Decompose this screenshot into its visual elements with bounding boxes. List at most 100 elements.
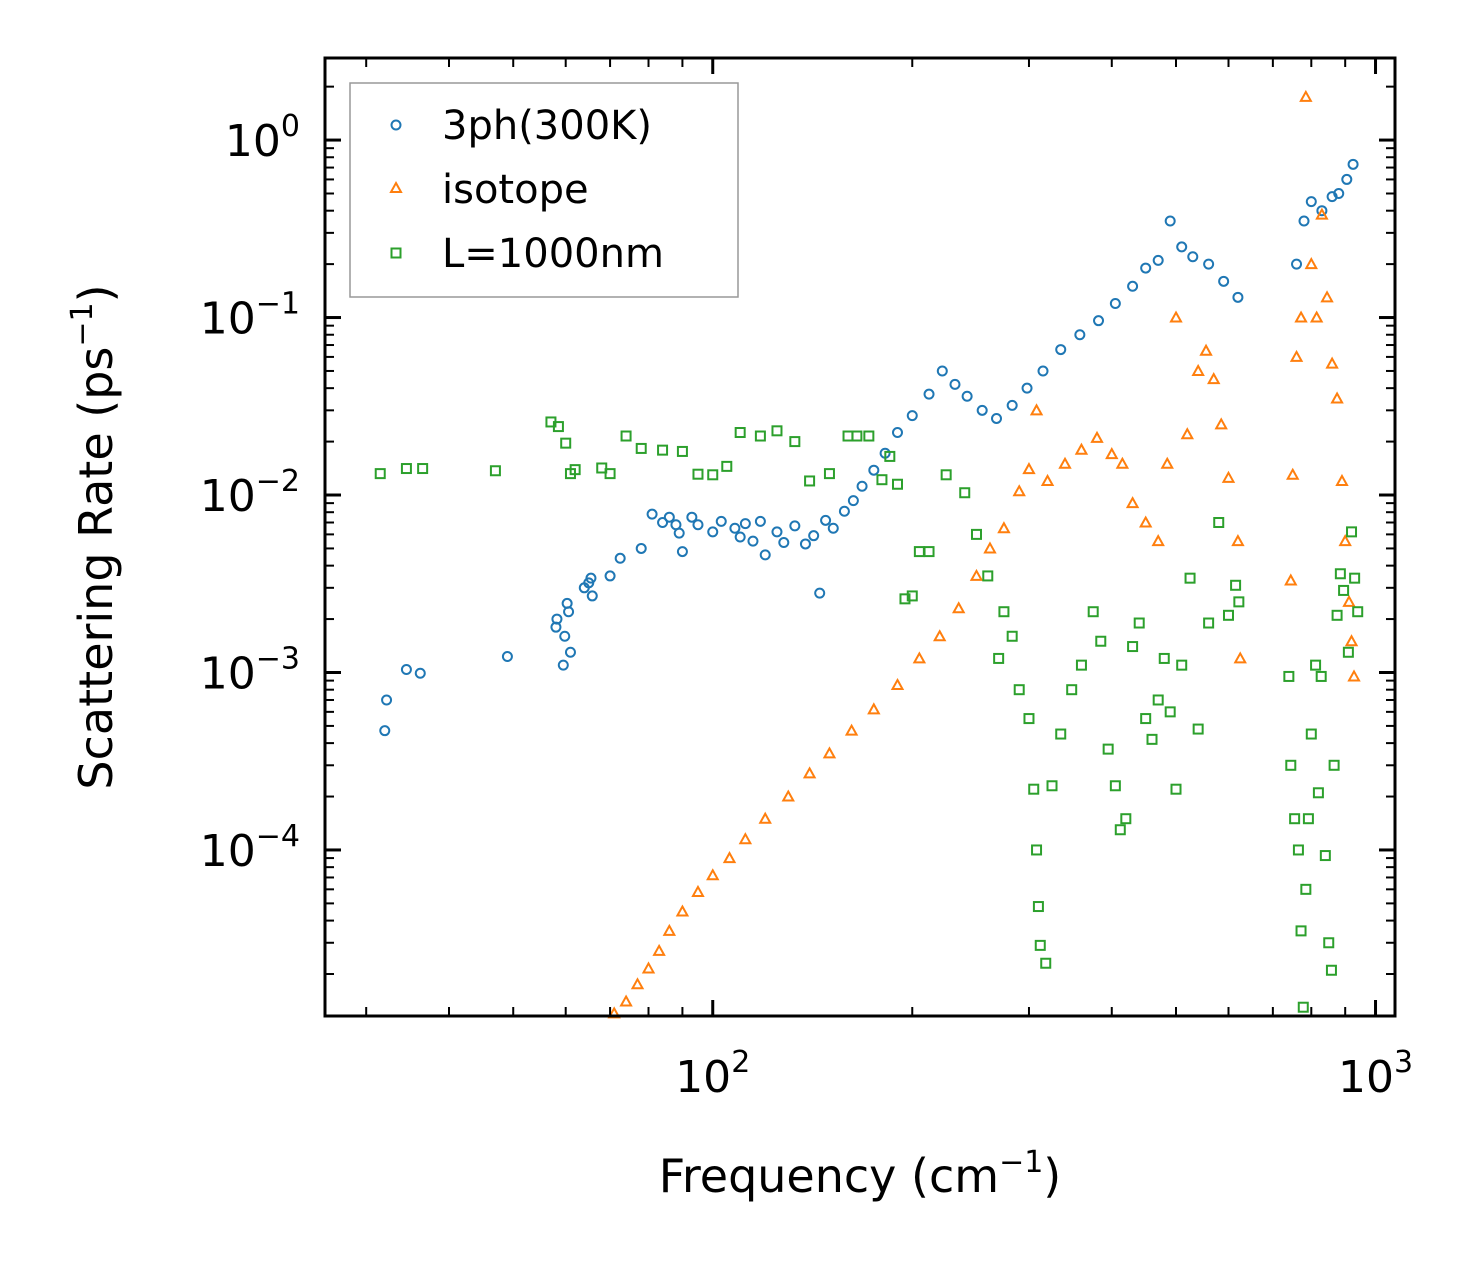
data-point-boundary xyxy=(1102,743,1114,755)
data-point-isotope xyxy=(1199,343,1213,356)
data-point-3ph xyxy=(891,427,903,439)
data-point-isotope xyxy=(758,811,772,824)
data-point-isotope xyxy=(1180,427,1194,440)
data-point-isotope xyxy=(1074,442,1089,455)
data-point-isotope xyxy=(1160,456,1174,469)
data-point-3ph xyxy=(1298,215,1310,227)
data-point-boundary xyxy=(552,421,564,433)
data-point-boundary xyxy=(1302,813,1314,825)
data-point-isotope xyxy=(1058,456,1072,469)
data-point-isotope xyxy=(1289,349,1304,362)
data-point-boundary xyxy=(1292,844,1304,856)
data-point-boundary xyxy=(842,430,854,442)
data-point-3ph xyxy=(400,663,412,675)
data-point-boundary xyxy=(1152,694,1164,706)
data-point-boundary xyxy=(1164,706,1176,718)
data-point-boundary xyxy=(1283,670,1295,682)
data-point-3ph xyxy=(614,552,626,564)
data-point-isotope xyxy=(1040,473,1055,486)
data-point-boundary xyxy=(1297,1001,1309,1013)
data-point-boundary xyxy=(1192,723,1204,735)
data-point-3ph xyxy=(586,590,598,602)
data-point-boundary xyxy=(1075,659,1087,671)
data-point-3ph xyxy=(379,725,391,737)
data-point-boundary xyxy=(1295,925,1307,937)
data-point-boundary xyxy=(1233,596,1245,608)
plot-frame xyxy=(323,56,1397,1018)
data-point-boundary xyxy=(863,430,875,442)
data-point-boundary xyxy=(998,606,1010,618)
data-point-boundary xyxy=(1352,606,1364,618)
data-point-boundary xyxy=(1133,617,1145,629)
data-point-3ph xyxy=(1305,196,1317,208)
data-point-3ph xyxy=(820,514,832,526)
data-point-boundary xyxy=(1334,568,1346,580)
data-point-isotope xyxy=(1338,534,1352,547)
data-point-3ph xyxy=(604,570,616,582)
data-point-boundary xyxy=(1146,733,1158,745)
data-point-boundary xyxy=(1213,517,1225,529)
data-point-isotope xyxy=(691,884,705,897)
data-point-3ph xyxy=(729,522,741,534)
data-point-isotope xyxy=(1330,391,1344,404)
data-point-isotope xyxy=(652,943,666,956)
data-point-3ph xyxy=(961,390,973,402)
data-point-isotope xyxy=(890,677,905,691)
legend-box xyxy=(349,82,739,298)
data-point-boundary xyxy=(1055,728,1067,740)
data-point-3ph xyxy=(936,365,948,377)
data-point-boundary xyxy=(1176,659,1188,671)
data-point-isotope xyxy=(867,702,881,715)
data-point-boundary xyxy=(1006,630,1018,642)
data-point-3ph xyxy=(759,549,771,561)
y-tick-label: 10−4 xyxy=(200,819,300,877)
data-point-boundary xyxy=(560,437,572,449)
data-point-isotope xyxy=(1169,310,1183,323)
data-point-isotope xyxy=(997,521,1011,534)
data-point-isotope xyxy=(1284,573,1298,586)
series-2 xyxy=(374,416,1364,1013)
data-point-boundary xyxy=(970,528,982,540)
data-point-3ph xyxy=(1006,399,1018,411)
data-point-3ph xyxy=(414,667,426,679)
data-point-boundary xyxy=(1331,609,1343,621)
data-point-boundary xyxy=(1289,813,1301,825)
data-point-3ph xyxy=(808,530,820,542)
data-point-3ph xyxy=(559,630,571,642)
data-point-3ph xyxy=(739,518,751,530)
data-point-boundary xyxy=(1028,783,1040,795)
data-point-3ph xyxy=(557,659,569,671)
data-point-isotope xyxy=(1286,467,1300,480)
legend: 3ph(300K) isotope L=1000nm xyxy=(349,82,739,298)
data-point-boundary xyxy=(1349,572,1361,584)
data-point-isotope xyxy=(951,601,966,614)
data-point-3ph xyxy=(646,508,658,520)
data-point-3ph xyxy=(1232,291,1244,303)
data-point-isotope xyxy=(1214,417,1228,430)
data-point-3ph xyxy=(949,378,961,390)
data-point-3ph xyxy=(676,546,688,558)
data-point-3ph xyxy=(673,527,685,539)
data-point-isotope xyxy=(1231,534,1245,547)
data-point-isotope xyxy=(1315,207,1329,220)
data-point-boundary xyxy=(959,487,971,499)
data-point-boundary xyxy=(1109,780,1121,792)
data-point-boundary xyxy=(489,465,501,477)
data-point-3ph xyxy=(856,480,868,492)
data-point-3ph xyxy=(1347,158,1359,170)
series-layer xyxy=(374,89,1364,1019)
data-point-boundary xyxy=(1230,579,1242,591)
data-point-boundary xyxy=(1013,684,1025,696)
data-point-isotope xyxy=(912,651,927,664)
data-point-boundary xyxy=(1203,617,1215,629)
data-point-boundary xyxy=(400,463,412,475)
data-point-3ph xyxy=(1218,275,1230,287)
data-point-isotope xyxy=(619,994,633,1007)
data-point-boundary xyxy=(993,652,1005,664)
legend-label-isotope: isotope xyxy=(442,167,589,213)
data-point-boundary xyxy=(899,593,911,605)
data-point-isotope xyxy=(1347,669,1361,682)
data-point-boundary xyxy=(1158,652,1170,664)
legend-marker-circle xyxy=(390,119,402,131)
data-point-3ph xyxy=(1164,215,1176,227)
